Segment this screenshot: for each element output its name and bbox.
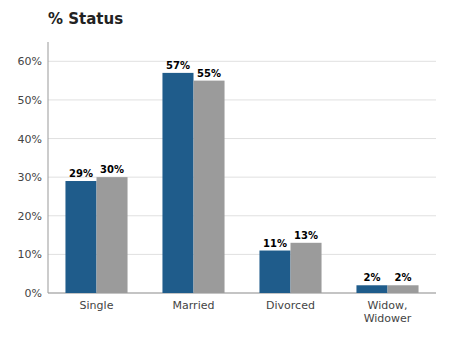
x-tick-label: Widow,Widower	[364, 299, 412, 325]
y-axis: 0% 10% 20% 30% 40% 50% 60%	[18, 55, 436, 300]
data-label: 57%	[166, 60, 190, 71]
data-labels: 29% 57% 11% 2% 30% 55% 13% 2%	[69, 60, 412, 283]
y-tick-label: 50%	[18, 94, 42, 107]
y-tick-label: 40%	[18, 133, 42, 146]
bar	[388, 285, 419, 293]
bar	[194, 81, 225, 293]
x-tick-label: Divorced	[266, 299, 315, 312]
chart: % Status 0% 10% 20% 30% 40% 50% 60% 29% 57% 11% 2% 3…	[0, 0, 450, 339]
y-tick-label: 60%	[18, 55, 42, 68]
data-label: 2%	[363, 272, 380, 283]
bar	[259, 251, 290, 293]
grid-line	[48, 138, 436, 139]
bar	[356, 285, 387, 293]
data-label: 13%	[294, 230, 318, 241]
x-tick-label: Married	[173, 299, 215, 312]
y-tick-label: 10%	[18, 248, 42, 261]
x-axis: Single Married Divorced Widow,Widower	[80, 299, 412, 325]
data-label: 2%	[395, 272, 412, 283]
y-axis-line	[48, 42, 49, 293]
bar	[162, 73, 193, 293]
bars	[65, 73, 418, 293]
y-tick-label: 0%	[25, 287, 42, 300]
bar	[65, 181, 96, 293]
title: % Status	[48, 10, 123, 28]
bar	[97, 177, 128, 293]
data-label: 29%	[69, 168, 93, 179]
bar	[291, 243, 322, 293]
grid-line	[48, 99, 436, 100]
data-label: 30%	[100, 164, 124, 175]
chart-container: % Status 0% 10% 20% 30% 40% 50% 60% 29% 57% 11% 2% 3…	[0, 0, 450, 339]
y-tick-label: 20%	[18, 210, 42, 223]
y-tick-label: 30%	[18, 171, 42, 184]
x-tick-label: Single	[80, 299, 114, 312]
data-label: 55%	[197, 68, 221, 79]
data-label: 11%	[263, 238, 287, 249]
grid-line	[48, 61, 436, 62]
